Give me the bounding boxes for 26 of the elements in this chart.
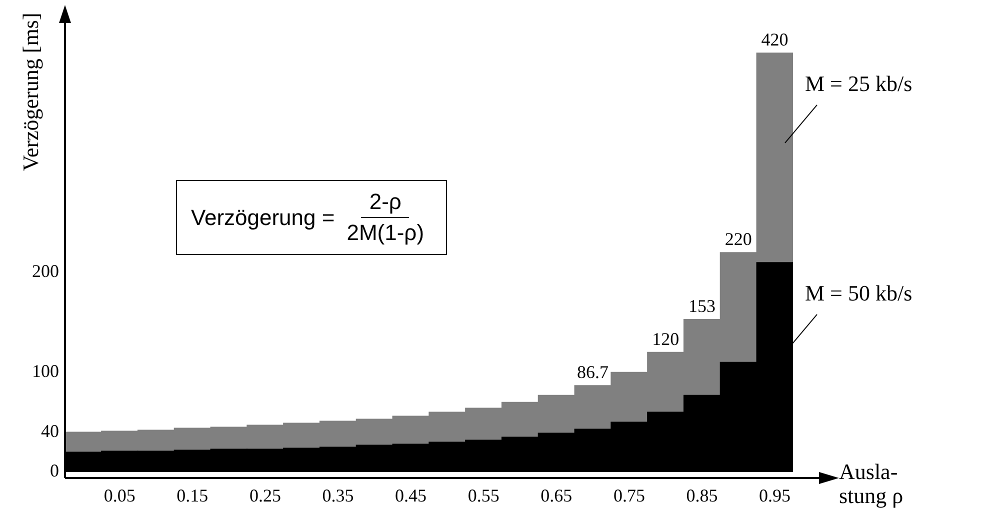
series-label: M = 50 kb/s: [805, 280, 912, 306]
x-tick-label: 0.35: [322, 486, 354, 506]
x-axis-title: Ausla- stung ρ: [839, 459, 904, 508]
series-label: M = 25 kb/s: [805, 70, 912, 96]
y-axis-title: Verzögerung [ms]: [18, 12, 44, 171]
total-label: 153: [688, 296, 716, 316]
total-label: 86.7: [577, 362, 609, 382]
y-tick-label: 40: [41, 420, 59, 441]
x-tick-label: 0.25: [249, 486, 281, 506]
x-tick-label: 0.05: [104, 486, 136, 506]
x-tick-label: 0.45: [395, 486, 427, 506]
x-tick-label: 0.55: [468, 486, 500, 506]
total-label: 120: [652, 329, 680, 349]
annotation: 2M(1-ρ): [346, 219, 426, 247]
total-label: 220: [724, 229, 752, 250]
y-tick-label: 200: [32, 261, 59, 282]
x-tick-label: 0.75: [613, 486, 645, 506]
y-tick-label: 0: [50, 460, 59, 481]
x-tick-label: 0.15: [176, 486, 208, 506]
total-label: 420: [761, 30, 788, 50]
x-tick-label: 0.95: [759, 486, 791, 506]
y-tick-label: 100: [32, 360, 59, 381]
annotation: 2-ρ: [361, 187, 410, 218]
x-tick-label: 0.85: [686, 486, 718, 506]
x-tick-label: 0.65: [540, 486, 572, 506]
annotation: Verzögerung =: [191, 204, 335, 230]
